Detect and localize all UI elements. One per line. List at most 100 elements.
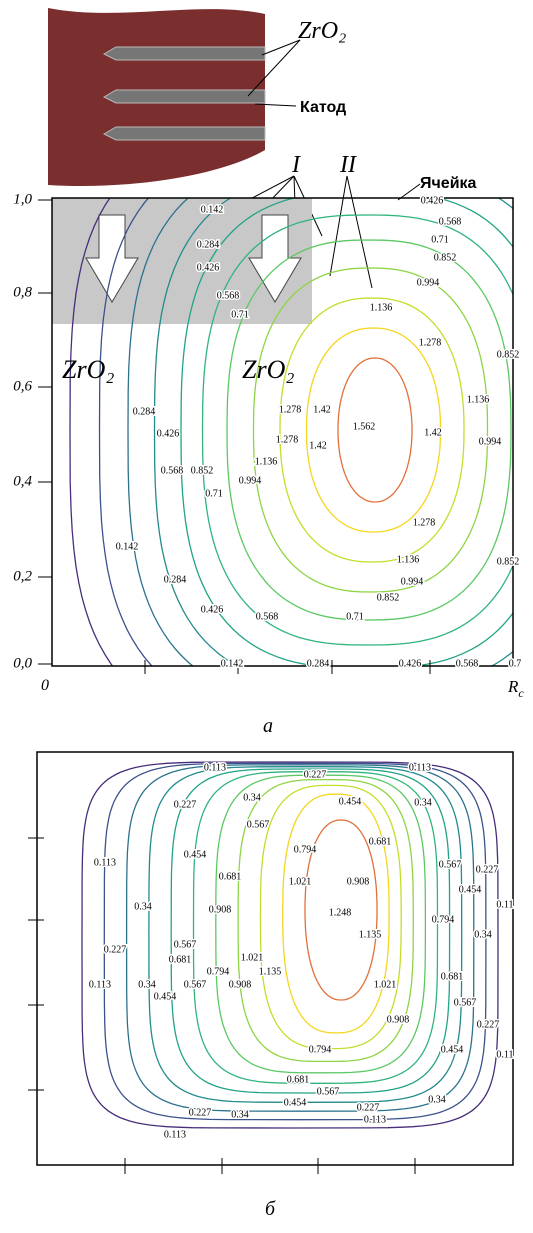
x-end: Rc xyxy=(507,677,524,700)
contour-label: 1.021 xyxy=(374,979,397,990)
contour-line xyxy=(305,327,442,533)
contour-label: 1.136 xyxy=(467,394,490,405)
contour-label: 0.34 xyxy=(138,979,156,990)
cell-label: Ячейка xyxy=(420,175,477,192)
contour-label: 0.227 xyxy=(104,944,127,955)
contour-label: 0.794 xyxy=(294,844,317,855)
y-tick-label: 0,4 xyxy=(13,473,32,489)
contour-label: 0.34 xyxy=(474,929,492,940)
contour-label: 0.113 xyxy=(164,1129,186,1140)
zone-1-label: I xyxy=(291,152,301,178)
contour-label: 0.852 xyxy=(497,349,520,360)
flow-arrows xyxy=(85,214,302,303)
contour-label: 0.568 xyxy=(256,611,279,622)
contour-label: 0.34 xyxy=(414,797,432,808)
contour-label: 0.568 xyxy=(217,290,240,301)
contour-line xyxy=(125,764,475,1112)
contour-label: 0.994 xyxy=(239,475,262,486)
contour-line xyxy=(304,819,378,1001)
axes-b xyxy=(36,751,514,1166)
contour-line xyxy=(81,761,499,1129)
contours-a xyxy=(69,198,513,666)
contour-label: 0.454 xyxy=(459,884,482,895)
contour-label: 0.11 xyxy=(496,1049,513,1060)
contour-label: 0.34 xyxy=(134,901,152,912)
contour-label: 0.284 xyxy=(133,406,156,417)
contour-label: 0.426 xyxy=(157,428,180,439)
contour-label: 0.454 xyxy=(184,849,207,860)
contour-line xyxy=(226,239,512,621)
contour-label: 0.34 xyxy=(428,1094,446,1105)
contour-label: 1.278 xyxy=(276,434,299,445)
contour-label: 1.278 xyxy=(413,517,436,528)
contour-label: 0.794 xyxy=(309,1044,332,1055)
contour-label: 0.71 xyxy=(346,611,364,622)
contour-label: 0.681 xyxy=(169,954,192,965)
contour-label: 0.567 xyxy=(184,979,207,990)
y-tick-label: 0,2 xyxy=(13,568,32,584)
contour-line xyxy=(98,198,153,666)
contour-label: 1.135 xyxy=(259,966,282,977)
contour-label: 0.681 xyxy=(287,1074,310,1085)
contour-label: 0.908 xyxy=(347,876,370,887)
contour-label: 0.568 xyxy=(456,658,479,669)
contour-label: 1.42 xyxy=(309,440,327,451)
contour-label: 0.852 xyxy=(497,556,520,567)
contour-label: 0.568 xyxy=(161,465,184,476)
contour-label: 0.567 xyxy=(247,819,270,830)
contour-label: 0.113 xyxy=(364,1114,386,1125)
contour-label: 0.852 xyxy=(191,465,214,476)
contour-label: 0.568 xyxy=(439,216,462,227)
caption: а xyxy=(263,715,273,737)
contour-label: 0.567 xyxy=(454,997,477,1008)
contour-label: 0.71 xyxy=(205,488,223,499)
contour-label: 0.227 xyxy=(304,769,327,780)
contour-label: 0.794 xyxy=(207,966,230,977)
contour-line xyxy=(153,198,513,666)
contour-label: 0.908 xyxy=(229,979,252,990)
contour-label: 0.227 xyxy=(357,1102,380,1113)
contour-label: 0.34 xyxy=(231,1109,249,1120)
contour-label: 1.136 xyxy=(255,456,278,467)
contour-label: 1.42 xyxy=(424,427,442,438)
contour-label: 0.426 xyxy=(201,604,224,615)
contour-label: 0.142 xyxy=(201,204,224,215)
y-tick-label: 0,0 xyxy=(13,655,32,671)
contour-line xyxy=(180,198,513,666)
contour-label: 0.142 xyxy=(221,658,244,669)
contour-label: 0.567 xyxy=(317,1086,340,1097)
zone-label: ZrO₂ xyxy=(242,355,294,384)
contour-label: 0.113 xyxy=(409,762,431,773)
axes-a xyxy=(51,197,514,667)
contour-line xyxy=(252,267,489,593)
contour-label: 0.681 xyxy=(369,836,392,847)
contour-line xyxy=(127,198,194,666)
contour-label: 0.454 xyxy=(154,991,177,1002)
contour-label: 0.284 xyxy=(307,658,330,669)
contour-label: 0.71 xyxy=(431,234,449,245)
y-tick-label: 0,6 xyxy=(13,378,32,394)
contour-label: 0.681 xyxy=(441,971,464,982)
contour-label: 0.142 xyxy=(116,541,139,552)
y-tick-label: 0,8 xyxy=(13,284,32,300)
contour-label: 0.34 xyxy=(243,792,261,803)
x-origin: 0 xyxy=(41,677,49,694)
contour-line xyxy=(192,771,439,1084)
contour-line xyxy=(170,768,451,1094)
contour-label: 1.021 xyxy=(241,952,264,963)
contour-label: 0.113 xyxy=(94,857,116,868)
contour-line xyxy=(259,784,402,1050)
contour-label: 0.426 xyxy=(197,262,220,273)
contour-line xyxy=(103,762,487,1121)
contour-label: 0.284 xyxy=(197,239,220,250)
contour-label: 1.135 xyxy=(359,929,382,940)
contour-label: 0.681 xyxy=(219,871,242,882)
contour-label: 1.021 xyxy=(289,876,312,887)
caption: б xyxy=(265,1198,276,1220)
contour-line xyxy=(337,357,413,503)
contour-label: 1.42 xyxy=(313,404,331,415)
contour-label: 0.994 xyxy=(479,436,502,447)
material-label: ZrO₂ xyxy=(298,18,346,44)
contour-label: 0.454 xyxy=(339,796,362,807)
